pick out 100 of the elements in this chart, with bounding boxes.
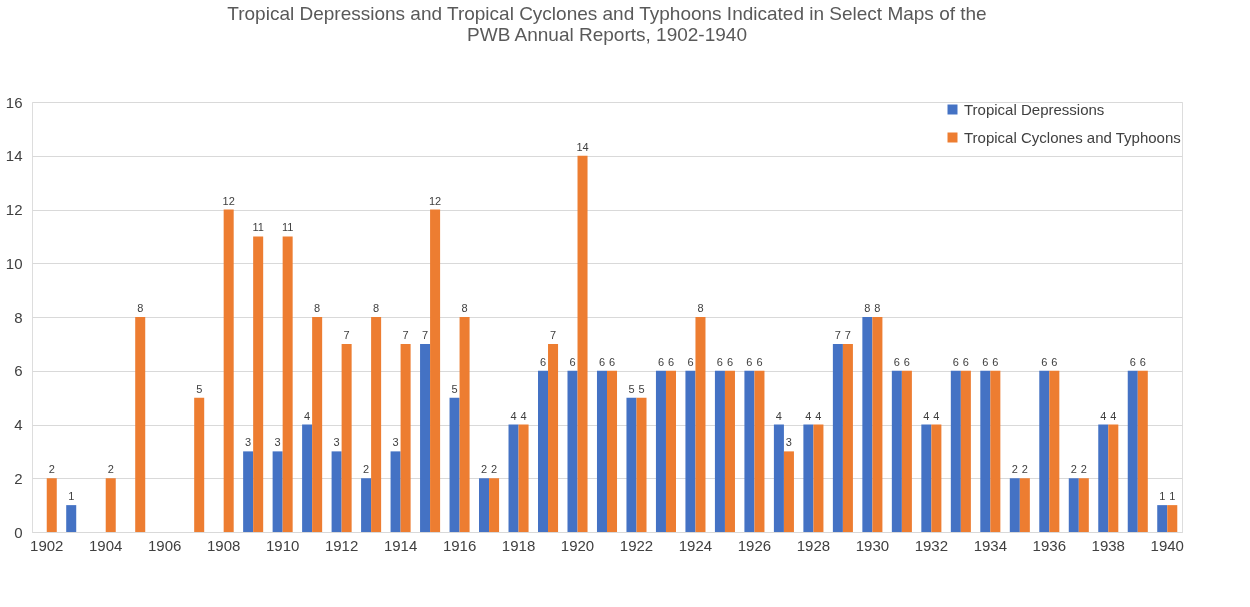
data-label: 4	[1100, 409, 1107, 422]
data-label: 3	[392, 436, 399, 449]
data-label: 6	[667, 355, 675, 368]
bar	[901, 370, 912, 532]
bar	[990, 370, 1001, 532]
data-label: 2	[1011, 463, 1018, 476]
y-tick-label: 12	[5, 201, 23, 218]
bar	[430, 209, 441, 532]
data-label: 6	[746, 355, 753, 368]
bar	[1167, 505, 1178, 532]
data-label: 6	[539, 355, 547, 368]
data-label: 14	[576, 140, 589, 153]
bar	[813, 424, 824, 532]
bar	[135, 317, 146, 532]
x-tick-label: 1910	[265, 536, 300, 554]
data-label: 2	[480, 463, 488, 476]
x-tick-label: 1916	[442, 536, 477, 554]
bar	[420, 343, 431, 532]
data-label: 12	[428, 194, 442, 207]
bar	[459, 317, 470, 532]
bar	[223, 209, 234, 532]
y-tick-label: 10	[5, 254, 23, 272]
x-tick-label: 1940	[1150, 536, 1184, 554]
data-label: 2	[1021, 463, 1028, 476]
bar	[842, 343, 853, 532]
x-tick-label: 1938	[1091, 536, 1125, 554]
data-label: 6	[952, 355, 959, 368]
data-label: 7	[422, 328, 429, 341]
data-label: 1	[68, 490, 75, 503]
x-tick-label: 1912	[324, 536, 359, 554]
data-label: 1	[1159, 490, 1166, 503]
data-label: 6	[893, 355, 900, 368]
bar	[361, 478, 372, 532]
data-label: 6	[687, 355, 694, 368]
bar	[518, 424, 529, 532]
bar	[253, 236, 264, 532]
bar	[548, 343, 559, 532]
x-tick-label: 1936	[1032, 536, 1066, 554]
bar	[567, 370, 578, 532]
data-label: 6	[1129, 355, 1136, 368]
data-label: 8	[373, 302, 380, 314]
x-tick-label: 1932	[914, 536, 949, 554]
bar	[400, 343, 411, 532]
bar	[626, 397, 637, 532]
data-label: 2	[363, 463, 370, 476]
data-label: 4	[775, 409, 782, 422]
bar	[1078, 478, 1089, 532]
y-tick-label: 8	[14, 308, 23, 326]
data-label: 7	[549, 328, 557, 341]
y-tick-label: 4	[14, 416, 23, 433]
data-label: 1	[1169, 490, 1176, 503]
data-label: 6	[657, 355, 665, 368]
data-label: 2	[1080, 463, 1087, 476]
bar	[1098, 424, 1109, 532]
data-label: 6	[962, 355, 969, 368]
data-label: 7	[834, 328, 841, 341]
bar	[607, 370, 618, 532]
bar	[695, 317, 706, 532]
bar	[66, 505, 77, 532]
x-tick-label: 1934	[973, 536, 1008, 554]
bar	[636, 397, 647, 532]
bar	[655, 370, 666, 532]
bar	[803, 424, 814, 532]
bar	[921, 424, 932, 532]
data-label: 6	[608, 355, 616, 368]
data-label: 11	[281, 221, 294, 234]
y-tick-label: 14	[5, 147, 23, 165]
bar	[960, 370, 971, 532]
bar	[773, 424, 784, 532]
bar	[341, 343, 352, 532]
x-tick-label: 1924	[678, 536, 713, 554]
bar	[862, 317, 873, 532]
bar	[243, 451, 254, 532]
data-label: 4	[304, 409, 311, 422]
data-label: 6	[992, 355, 999, 368]
bar	[1068, 478, 1079, 532]
bar	[312, 317, 323, 532]
bar	[1157, 505, 1168, 532]
x-tick-label: 1908	[206, 536, 241, 554]
data-label: 7	[343, 328, 350, 341]
bar	[783, 451, 794, 532]
chart-title: Tropical Depressions and Tropical Cyclones and Typhoons Indicated in Select Maps of the PWB Annual Reports, 1902-1940	[227, 3, 987, 45]
bar	[371, 317, 382, 532]
data-label: 5	[451, 382, 458, 395]
bar	[449, 397, 460, 532]
y-tick-label: 2	[14, 469, 23, 487]
data-label: 6	[1041, 355, 1048, 368]
data-label: 7	[844, 328, 851, 341]
bar	[754, 370, 765, 532]
bar	[872, 317, 883, 532]
bar	[1019, 478, 1030, 532]
data-label: 6	[1051, 355, 1058, 368]
bar	[832, 343, 843, 532]
data-label: 2	[107, 463, 114, 476]
data-label: 3	[274, 436, 281, 449]
data-label: 8	[137, 302, 144, 314]
bar	[1039, 370, 1050, 532]
x-tick-label: 1926	[737, 536, 772, 554]
data-label: 4	[1110, 409, 1117, 422]
x-tick-label: 1928	[796, 536, 831, 554]
